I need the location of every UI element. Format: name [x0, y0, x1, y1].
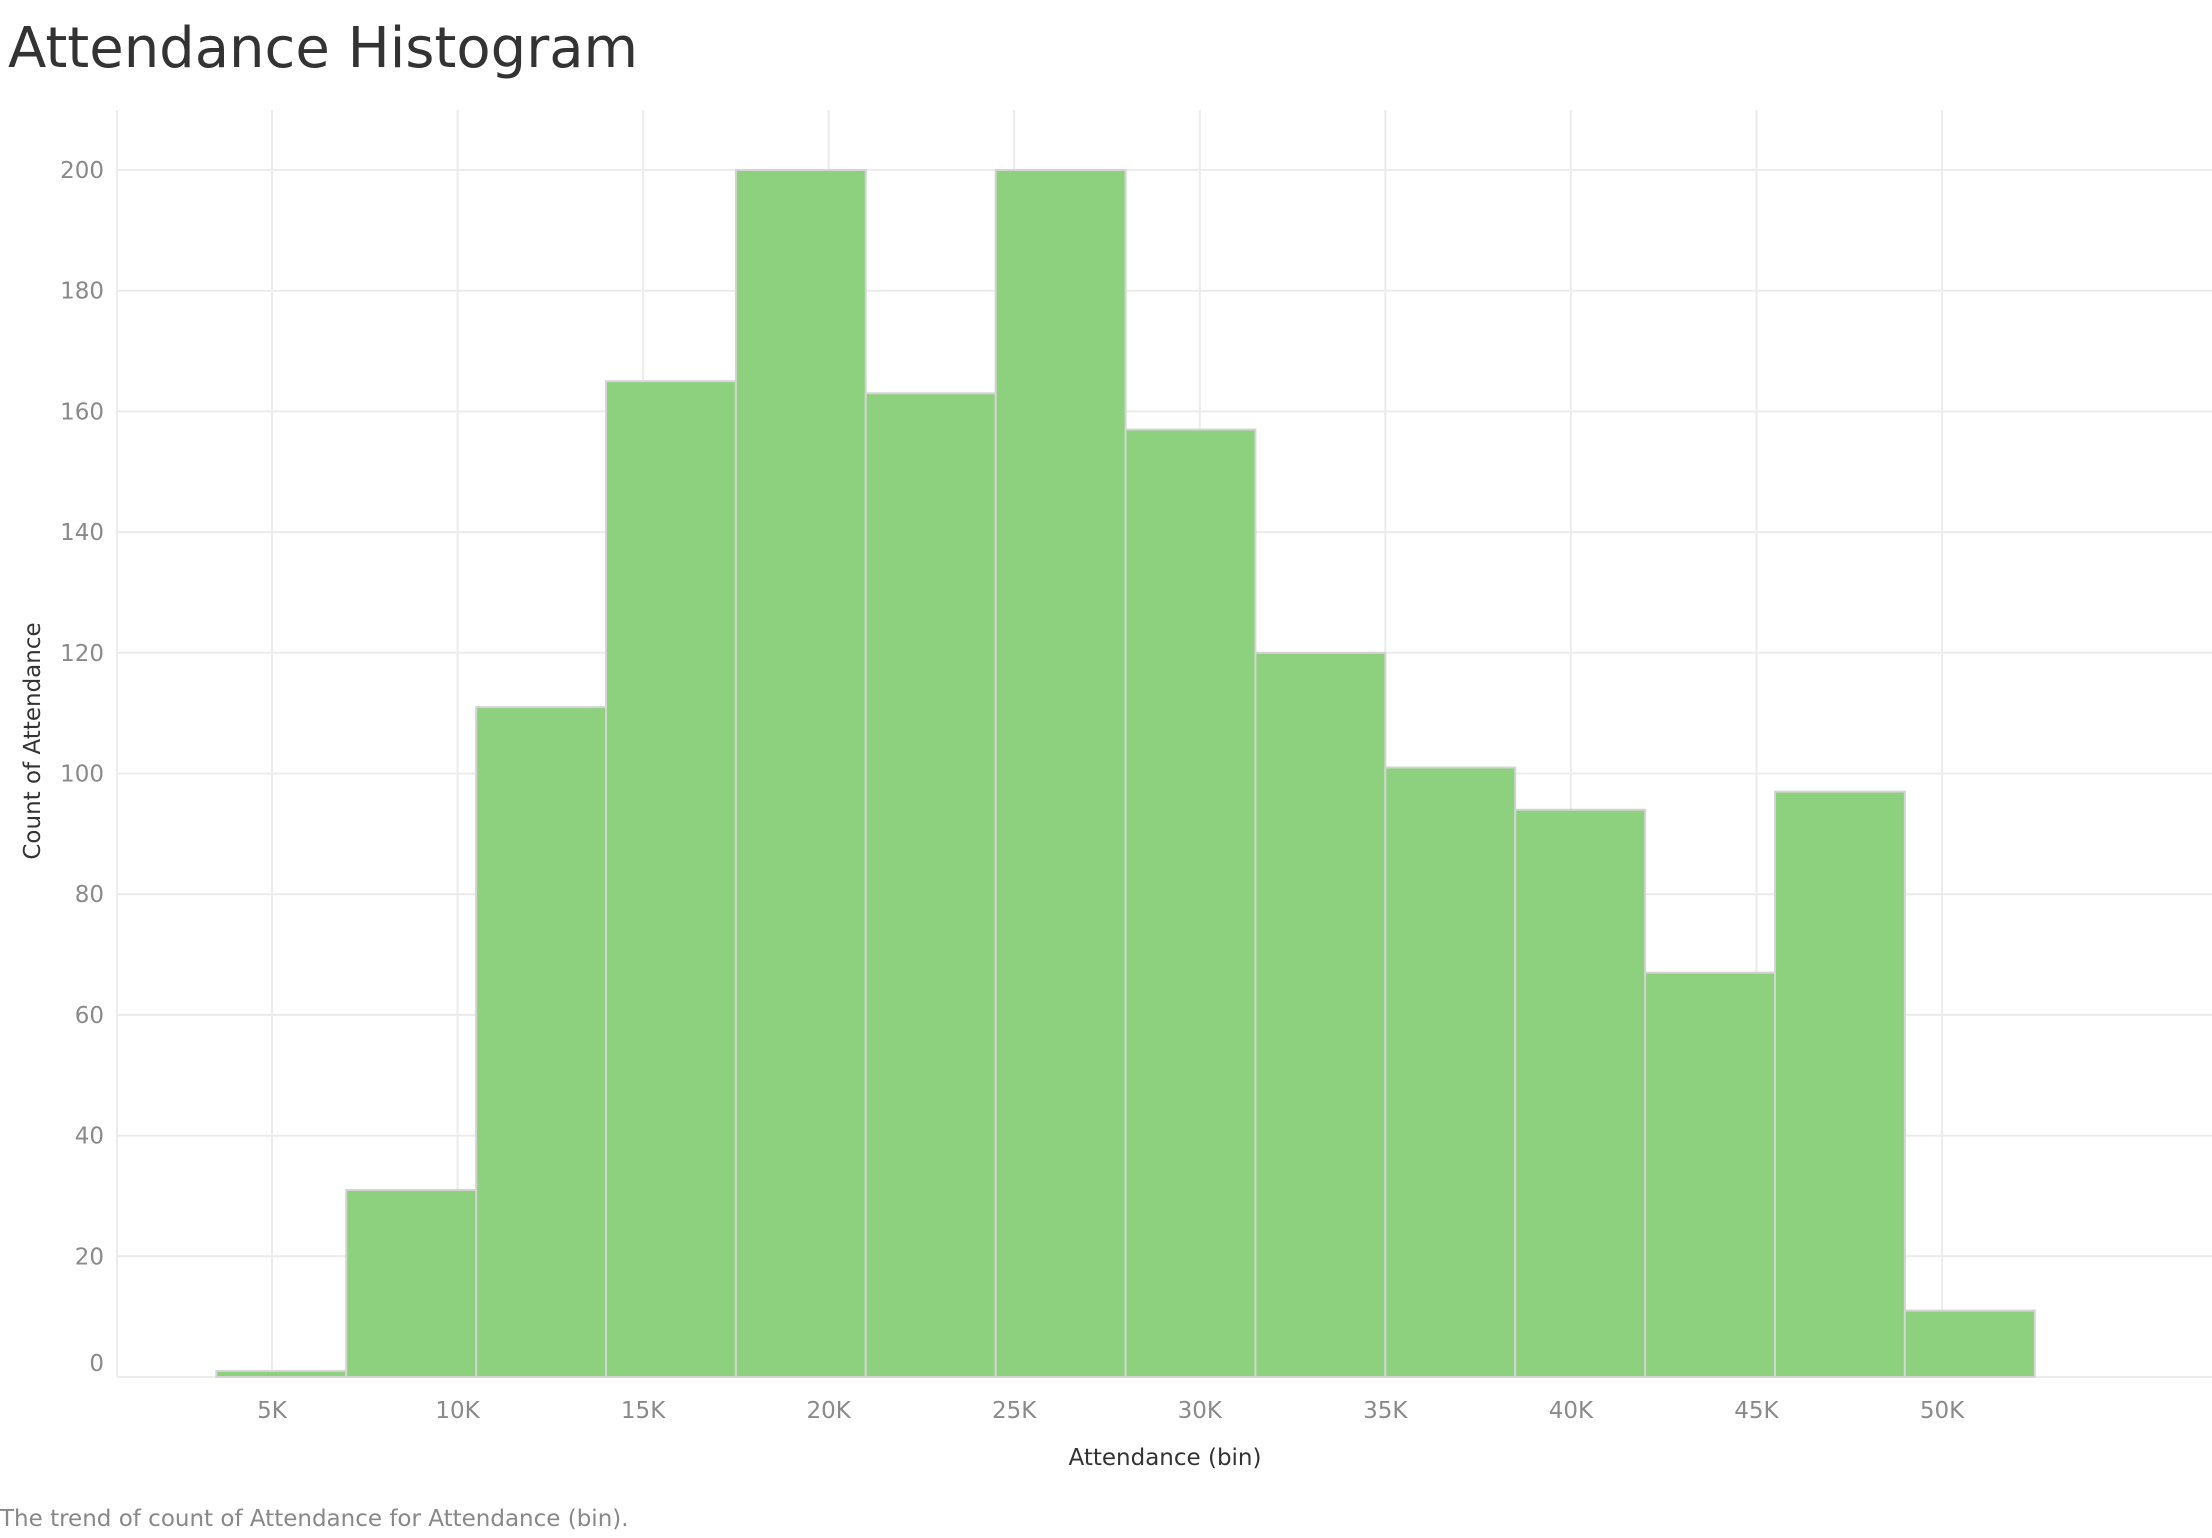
- y-tick-label: 0: [89, 1351, 104, 1377]
- histogram-bar[interactable]: [864, 392, 997, 1379]
- histogram-bar[interactable]: [734, 169, 867, 1378]
- x-tick-label: 45K: [1734, 1398, 1779, 1424]
- x-tick-label: 10K: [435, 1398, 480, 1424]
- x-tick-label: 35K: [1363, 1398, 1408, 1424]
- x-tick-label: 40K: [1549, 1398, 1594, 1424]
- histogram-bar[interactable]: [1774, 790, 1906, 1378]
- y-tick-label: 40: [75, 1124, 104, 1150]
- histogram-bars: [215, 169, 2036, 1379]
- histogram-bar[interactable]: [1384, 766, 1517, 1378]
- y-tick-label: 60: [75, 1003, 104, 1029]
- histogram-bar[interactable]: [1903, 1309, 2036, 1378]
- histogram-bar[interactable]: [605, 380, 737, 1379]
- x-tick-label: 5K: [257, 1398, 288, 1424]
- y-tick-label: 120: [60, 641, 104, 667]
- y-axis-ticks: 0 20 40 60 80 100 120 140 160 180 200: [60, 158, 104, 1377]
- x-tick-label: 50K: [1920, 1398, 1965, 1424]
- histogram-bar[interactable]: [1124, 428, 1257, 1378]
- x-axis-ticks: 5K 10K 15K 20K 25K 30K 35K 40K 45K 50K: [257, 1398, 1965, 1424]
- chart-title: Attendance Histogram: [8, 16, 639, 81]
- histogram-bar[interactable]: [475, 706, 607, 1378]
- y-tick-label: 80: [75, 882, 104, 908]
- histogram-bar[interactable]: [994, 169, 1127, 1378]
- chart-caption: The trend of count of Attendance for Att…: [0, 1506, 629, 1532]
- histogram-bar[interactable]: [345, 1188, 478, 1379]
- x-tick-label: 20K: [806, 1398, 851, 1424]
- x-tick-label: 25K: [992, 1398, 1037, 1424]
- histogram-bar[interactable]: [1514, 808, 1647, 1378]
- x-tick-label: 30K: [1178, 1398, 1223, 1424]
- x-axis-title: Attendance (bin): [1069, 1445, 1262, 1471]
- histogram-bar[interactable]: [1254, 651, 1387, 1378]
- y-tick-label: 20: [75, 1244, 104, 1270]
- y-tick-label: 140: [60, 520, 104, 546]
- y-tick-label: 200: [60, 158, 104, 184]
- histogram-chart: 0 20 40 60 80 100 120 140 160 180 200 5K 10K 15K 20K 2…: [20, 110, 2212, 1471]
- x-tick-label: 15K: [621, 1398, 666, 1424]
- y-axis-title: Count of Attendance: [20, 622, 46, 859]
- histogram-bar[interactable]: [215, 1369, 348, 1378]
- y-tick-label: 100: [60, 762, 104, 788]
- histogram-bar[interactable]: [1644, 971, 1776, 1379]
- y-tick-label: 160: [60, 399, 104, 425]
- y-tick-label: 180: [60, 279, 104, 305]
